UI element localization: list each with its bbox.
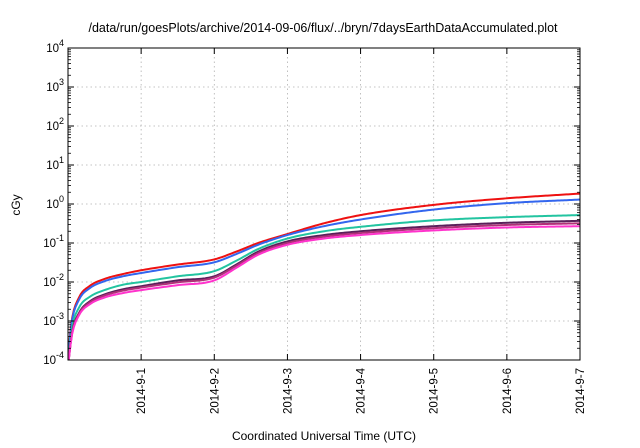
chart-title: /data/run/goesPlots/archive/2014-09-06/f…	[88, 21, 558, 35]
series-line-5	[67, 222, 581, 361]
y-tick-labels: 10-4 10-3 10-2 10-1 100 101 102 103 104	[43, 38, 64, 367]
y-tick-label: 10-2	[43, 272, 64, 289]
x-tick-label: 2014-9-3	[282, 368, 294, 414]
series-line-2	[67, 198, 581, 352]
y-tick-label: 101	[46, 155, 64, 172]
series-lines	[67, 192, 581, 361]
x-tick-label: 2014-9-6	[502, 368, 514, 414]
y-tick-label: 104	[46, 38, 64, 55]
x-tick-label: 2014-9-5	[429, 368, 441, 414]
x-tick-label: 2014-9-2	[209, 368, 221, 414]
y-tick-label: 10-1	[43, 233, 64, 250]
ticks	[68, 47, 581, 361]
y-tick-label: 102	[46, 116, 64, 133]
y-tick-label: 100	[46, 194, 64, 211]
series-line-4	[67, 219, 581, 361]
series-line-3	[67, 214, 581, 358]
y-tick-label: 10-3	[43, 311, 64, 328]
x-tick-label: 2014-9-7	[575, 368, 587, 414]
y-axis-label: cGy	[9, 194, 23, 215]
x-tick-label: 2014-9-1	[136, 368, 148, 414]
x-axis-label: Coordinated Universal Time (UTC)	[232, 429, 416, 443]
series-line-1	[67, 192, 581, 349]
series-line-6	[67, 225, 581, 361]
x-tick-labels: 2014-9-1 2014-9-2 2014-9-3 2014-9-4 2014-9-5…	[136, 367, 587, 414]
x-tick-label: 2014-9-4	[356, 367, 368, 414]
y-tick-label: 10-4	[43, 350, 64, 367]
y-tick-label: 103	[46, 77, 64, 94]
